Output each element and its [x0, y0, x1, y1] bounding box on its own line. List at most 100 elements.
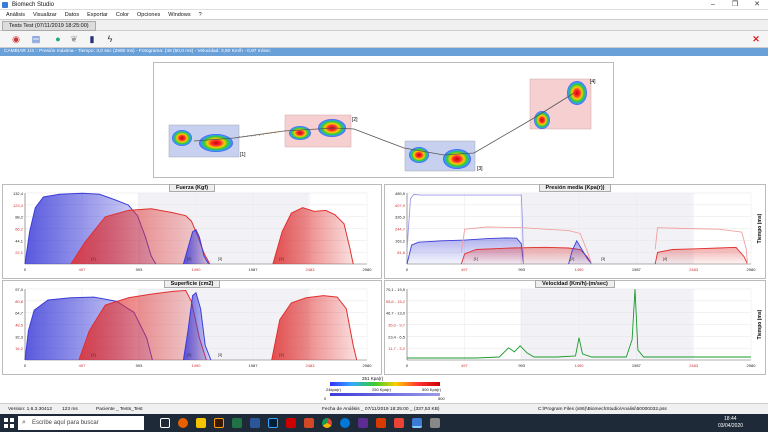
word-icon[interactable] [250, 418, 260, 428]
y-tick-label: 48,5 [15, 323, 24, 328]
edge-icon[interactable] [340, 418, 350, 428]
taskbar-search-input[interactable]: ⌕ Escribe aquí para buscar [18, 416, 144, 430]
document-tab[interactable]: Tests Test (07/11/2019 18:25:00) [2, 21, 96, 31]
bar-chart-icon[interactable]: ▮ [89, 34, 95, 44]
y-tick-label: 123,4 [13, 203, 24, 208]
color-scale-max-label: 500 [438, 396, 445, 401]
status-date: Fecha de Análisis _ 07/11/2019 18:25:00 … [322, 407, 440, 412]
powerpoint-icon[interactable] [304, 418, 314, 428]
x-tick-label: 497 [461, 363, 468, 368]
series-area-3 [271, 295, 357, 360]
series-area-2 [183, 229, 209, 264]
step-label: [2] [570, 256, 574, 261]
globe-icon[interactable]: ● [55, 34, 61, 44]
footprint-icon[interactable]: ❦ [70, 34, 78, 44]
firefox-icon[interactable] [178, 418, 188, 428]
menu-item-3[interactable]: Exportar [87, 11, 108, 18]
x-tick-label: 1987 [249, 267, 259, 272]
step-label: [4] [279, 256, 283, 261]
x-tick-label: 993 [136, 267, 143, 272]
x-tick-label: 2483 [306, 267, 316, 272]
app-icon-3[interactable] [376, 418, 386, 428]
y-tick-label: 55,6 - 15,2 [386, 299, 406, 304]
y-axis-label: Tiempo (ms) [757, 309, 763, 339]
y-tick-label: 16,2 [15, 346, 24, 351]
document-tab-bar: Tests Test (07/11/2019 18:25:00) [0, 19, 768, 31]
menu-item-0[interactable]: Análisis [6, 11, 25, 18]
chart-title-text: Fuerza (Kgf) [168, 184, 216, 192]
chart-title: Velocidad (Km/h)-(m/sec) [385, 280, 765, 288]
chart-svg-2: 97,0 80,8 64,7 48,5 32,3 16,2 0 497 993 1490 1987 2… [15, 287, 372, 368]
center-of-pressure-trajectory [193, 92, 575, 156]
x-tick-label: 0 [24, 267, 27, 272]
windows-start-icon[interactable] [4, 418, 14, 428]
footprint-2-heel [289, 126, 311, 140]
menu-item-1[interactable]: Visualizar [32, 11, 57, 18]
explorer-icon[interactable] [196, 418, 206, 428]
biomech-app-icon[interactable] [412, 418, 422, 428]
chart-title-text: Superficie (cm2) [163, 280, 221, 288]
y-tick-label: 64,7 [15, 311, 24, 316]
series-area-1 [70, 208, 210, 264]
close-window-icon[interactable]: ✕ [754, 1, 760, 8]
x-tick-label: 1490 [192, 267, 202, 272]
y-tick-label: 163,2 [395, 238, 406, 243]
series-area-3 [655, 247, 748, 264]
x-tick-label: 2980 [747, 363, 757, 368]
search-icon: ⌕ [22, 419, 26, 426]
status-bar: Version: 1.6.3.30412 123 ms Paciente _ T… [0, 403, 768, 414]
menu-item-7[interactable]: ? [198, 11, 202, 18]
series-line-0 [406, 237, 525, 265]
analysis-icon[interactable]: ϟ [107, 34, 113, 44]
color-scale-left-label: 24kpa(r) [326, 387, 341, 392]
y-tick-label: 35,0 - 9,7 [388, 323, 406, 328]
step-label: [4] [663, 256, 667, 261]
task-view-icon[interactable] [160, 418, 170, 428]
maximize-icon[interactable]: ❐ [731, 1, 739, 8]
menu-item-5[interactable]: Opciones [137, 11, 161, 18]
y-tick-label: 97,0 [15, 287, 24, 292]
y-tick-label: 32,3 [15, 334, 24, 339]
step-label: [3] [218, 352, 222, 357]
step-label: [1] [91, 352, 95, 357]
footprint-4-heel [534, 111, 550, 129]
y-tick-label: 244,7 [395, 227, 406, 232]
app-icon-4[interactable] [394, 418, 404, 428]
color-scale: 251 Kpa(r) 24kpa(r) 250 Kpa(r) 500 Kpa(r… [300, 376, 470, 402]
menu-item-2[interactable]: Datos [64, 11, 80, 18]
x-tick-label: 0 [406, 267, 409, 272]
print-icon[interactable]: ▤ [31, 34, 41, 44]
y-tick-label: 81,6 [397, 250, 406, 255]
x-tick-label: 497 [79, 363, 86, 368]
menu-item-4[interactable]: Color [115, 11, 130, 18]
app-icon-5[interactable] [430, 418, 440, 428]
chart-svg-1: 489,5 407,9 326,3 244,7 163,2 81,6 0 497 993 1490… [395, 191, 763, 272]
footprint-1-heel [172, 130, 192, 146]
camera-icon[interactable]: ◉ [12, 34, 20, 44]
status-patient: Paciente _ Tests_Test [96, 407, 143, 412]
x-tick-label: 1490 [192, 363, 202, 368]
photoshop-icon[interactable] [268, 418, 278, 428]
close-document-icon[interactable]: ✕ [752, 34, 760, 44]
excel-icon[interactable] [232, 418, 242, 428]
x-tick-label: 1490 [575, 267, 585, 272]
footprint-label-2: [2] [352, 117, 358, 123]
series-line-5 [460, 226, 593, 265]
chart-svg-0: 132,4 123,4 88,2 66,2 44,1 22,1 0 497 993 1490 198… [13, 191, 372, 272]
step-label: [1] [474, 256, 478, 261]
status-ms: 123 ms [62, 407, 78, 412]
y-tick-label: 66,2 [15, 227, 24, 232]
series-line-3 [271, 295, 358, 361]
app-icon-2[interactable] [358, 418, 368, 428]
acrobat-icon[interactable] [286, 418, 296, 428]
minimize-icon[interactable]: – [711, 1, 715, 8]
chart-title-text: Presión media (Kpa(r)) [538, 184, 612, 192]
chrome-icon[interactable] [322, 418, 332, 428]
footprint-label-1: [1] [240, 152, 246, 158]
illustrator-icon[interactable] [214, 418, 224, 428]
series-line-4 [406, 193, 525, 265]
color-scale-top-label: 251 Kpa(r) [362, 376, 384, 381]
menu-item-6[interactable]: Windows [168, 11, 191, 18]
color-scale-range-bar [330, 393, 440, 396]
x-tick-label: 2980 [747, 267, 757, 272]
